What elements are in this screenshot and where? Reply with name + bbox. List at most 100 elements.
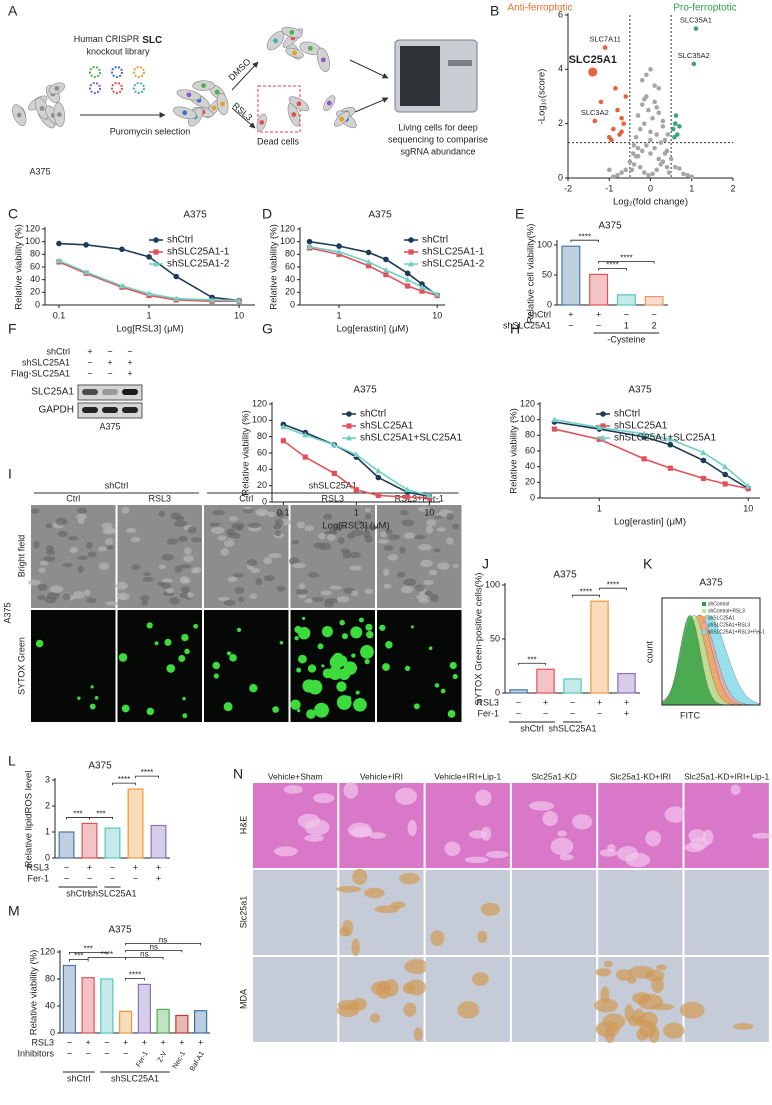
significance-bracket bbox=[518, 662, 546, 666]
condition-mark: + bbox=[198, 1037, 203, 1047]
stain-patch bbox=[645, 830, 661, 847]
cell-texture bbox=[433, 548, 441, 553]
cell-texture bbox=[161, 578, 173, 583]
sytox-dot bbox=[178, 655, 186, 662]
stain-patch bbox=[351, 938, 360, 957]
cell-texture bbox=[86, 542, 93, 549]
x-axis-label: Log[erastin] (μM) bbox=[614, 517, 686, 528]
cell-texture bbox=[329, 585, 342, 590]
tissue-image bbox=[684, 870, 769, 955]
diagram-text: SLC bbox=[142, 35, 162, 46]
cell-texture bbox=[169, 597, 180, 605]
tissue-image bbox=[684, 783, 769, 868]
point-label: SLC35A2 bbox=[678, 51, 710, 60]
point bbox=[404, 494, 410, 500]
nucleus bbox=[296, 101, 302, 107]
point bbox=[700, 457, 707, 464]
x-axis-label: FITC bbox=[680, 710, 700, 720]
column-label: Vehicle+IRI bbox=[360, 771, 403, 781]
column-label: RSL3 bbox=[148, 493, 171, 503]
condition-mark: − bbox=[133, 873, 138, 883]
bar bbox=[156, 1008, 170, 1034]
sytox-dot bbox=[449, 661, 457, 670]
significance-bracket bbox=[125, 950, 183, 953]
legend-swatch bbox=[702, 609, 706, 613]
cell-texture bbox=[57, 530, 68, 538]
bar bbox=[81, 822, 98, 859]
sytox-dot bbox=[306, 709, 316, 719]
y-tick-label: 100 bbox=[520, 414, 535, 424]
sytox-dot bbox=[379, 624, 386, 631]
point bbox=[375, 467, 382, 474]
diagram-text: Human CRISPR SLC bbox=[74, 34, 163, 45]
condition-mark: + bbox=[85, 1037, 90, 1047]
significance-bracket bbox=[598, 268, 627, 271]
x-tick-label: 1 bbox=[597, 503, 602, 513]
column-label: Vehicle+IRI+Lip-1 bbox=[434, 771, 501, 781]
point bbox=[664, 164, 670, 170]
y-tick-label: 40 bbox=[525, 461, 535, 471]
sytox-dot bbox=[298, 654, 307, 664]
sytox-dot bbox=[164, 638, 172, 646]
sytox-dot bbox=[249, 684, 258, 693]
point bbox=[280, 423, 287, 430]
condition-mark: + bbox=[624, 697, 629, 707]
stain-patch bbox=[464, 856, 489, 864]
column-label: Slc25a1-KD bbox=[531, 771, 576, 781]
point-label: SLC7A11 bbox=[589, 35, 621, 44]
cell-texture bbox=[276, 510, 285, 518]
point bbox=[404, 276, 411, 283]
cell-texture bbox=[228, 516, 239, 522]
cell-texture bbox=[337, 537, 345, 544]
point bbox=[668, 156, 674, 162]
cell-texture bbox=[166, 588, 175, 594]
point bbox=[630, 151, 636, 156]
column-label: Slc25a1-KD+IRI+Lip-1 bbox=[684, 771, 769, 781]
point bbox=[83, 268, 90, 275]
row-mark: − bbox=[127, 346, 132, 356]
group-label: shCtrl bbox=[67, 1073, 91, 1083]
legend-label: shControl+RSL3 bbox=[708, 608, 745, 614]
point bbox=[658, 162, 664, 167]
bar bbox=[127, 788, 144, 859]
y-tick-label: 80 bbox=[30, 249, 40, 259]
point bbox=[55, 257, 62, 264]
point bbox=[627, 159, 633, 164]
condition-label: shSLC25A1 bbox=[503, 320, 551, 330]
sytox-dot bbox=[314, 702, 329, 718]
cell-texture bbox=[263, 575, 275, 582]
stain-patch bbox=[637, 993, 664, 1010]
sytox-dot bbox=[184, 648, 190, 655]
band bbox=[122, 407, 138, 413]
cell-texture bbox=[267, 511, 276, 518]
cell-texture bbox=[416, 593, 429, 601]
cell-texture bbox=[423, 579, 434, 585]
stain-patch bbox=[702, 829, 714, 845]
cell-texture bbox=[183, 547, 192, 555]
condition-mark: − bbox=[64, 862, 69, 872]
point bbox=[722, 463, 729, 470]
y-axis-label: Relative viability (%) bbox=[29, 950, 40, 1036]
diagram-text: Living cells for deep bbox=[398, 122, 478, 132]
legend-label: shCtrl bbox=[614, 409, 640, 420]
condition-mark: + bbox=[87, 862, 92, 872]
y-tick-label: 0 bbox=[262, 496, 267, 506]
point bbox=[656, 110, 662, 116]
stain-patch bbox=[594, 998, 619, 1013]
cell-texture bbox=[313, 542, 326, 549]
condition-label: RSL3 bbox=[26, 862, 49, 872]
arrow bbox=[231, 107, 256, 129]
point bbox=[306, 243, 313, 250]
significance-bracket bbox=[572, 594, 600, 598]
point bbox=[658, 140, 664, 145]
cell-texture bbox=[263, 557, 272, 565]
stain-patch bbox=[336, 885, 361, 893]
stain-patch bbox=[444, 841, 461, 857]
cell-texture bbox=[115, 582, 128, 590]
y-tick-label: 80 bbox=[285, 249, 295, 259]
condition-label: Fer-1 bbox=[477, 708, 499, 718]
cell-texture bbox=[378, 539, 389, 544]
stain-patch bbox=[752, 832, 772, 839]
nucleus bbox=[292, 50, 297, 56]
condition-mark: + bbox=[543, 697, 548, 707]
